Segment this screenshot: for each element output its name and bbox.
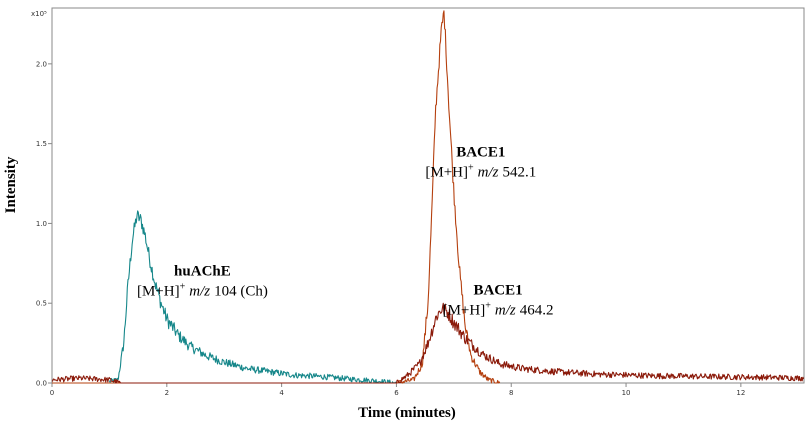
- formula-value: 542.1: [502, 164, 536, 180]
- plot-frame: [51, 7, 805, 384]
- annotation-bace1_542: BACE1 [M+H]+ m/z 542.1: [425, 144, 536, 180]
- x-tick-label: 12: [736, 389, 745, 397]
- series-line-0: [108, 210, 397, 384]
- formula-prefix: [M+H]: [137, 283, 180, 299]
- y-tick-label: 1.0: [36, 220, 47, 228]
- x-tick-label: 10: [622, 389, 631, 397]
- x-tick-label: 0: [50, 389, 54, 397]
- formula-value: 464.2: [520, 302, 554, 318]
- plot-border: [51, 7, 805, 384]
- annotation-huache: huAChE [M+H]+ m/z 104 (Ch): [137, 263, 268, 299]
- formula-value: 104 (Ch): [214, 283, 268, 299]
- annotation-title: BACE1: [473, 282, 522, 298]
- annotation-formula: [M+H]+ m/z 542.1: [425, 162, 536, 180]
- x-axis-title: Time (minutes): [358, 405, 456, 421]
- series-layer: [51, 10, 805, 384]
- formula-charge: +: [468, 162, 474, 173]
- formula-mz: m/z: [495, 302, 516, 318]
- annotation-formula: [M+H]+ m/z 464.2: [443, 300, 554, 318]
- series-line-1: [52, 10, 501, 384]
- axis-ticks: 0 2 4 6 8 10 12 0.0 0.5 1.0 1.5 2.0: [36, 60, 745, 397]
- y-tick-label: 2.0: [36, 60, 47, 68]
- x-tick-label: 6: [394, 389, 399, 397]
- x-tick-label: 8: [509, 389, 513, 397]
- formula-mz: m/z: [189, 283, 210, 299]
- peak-annotations: huAChE[M+H]+ m/z 104 (Ch)BACE1[M+H]+ m/z 542…: [137, 144, 553, 318]
- annotation-title: BACE1: [456, 144, 505, 160]
- annotation-title: huAChE: [174, 263, 231, 279]
- annotation-bace1_464: BACE1 [M+H]+ m/z 464.2: [443, 282, 554, 318]
- series-line-2: [51, 302, 805, 384]
- y-axis-title: Intensity: [3, 156, 19, 213]
- y-exponent-label: x10⁵: [31, 10, 47, 18]
- x-tick-label: 2: [165, 389, 169, 397]
- formula-charge: +: [485, 300, 491, 311]
- y-tick-label: 1.5: [36, 140, 47, 148]
- formula-prefix: [M+H]: [425, 164, 468, 180]
- formula-mz: m/z: [478, 164, 499, 180]
- formula-charge: +: [180, 281, 186, 292]
- annotation-formula: [M+H]+ m/z 104 (Ch): [137, 281, 268, 299]
- formula-prefix: [M+H]: [443, 302, 486, 318]
- y-tick-label: 0.5: [36, 300, 47, 308]
- x-tick-label: 4: [279, 389, 284, 397]
- y-tick-label: 0.0: [36, 380, 47, 388]
